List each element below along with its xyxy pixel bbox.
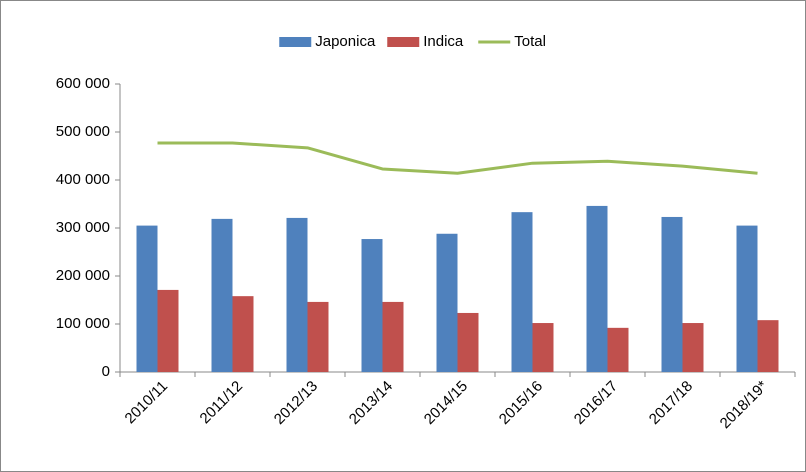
y-tick-label: 500 000 (56, 123, 110, 140)
y-tick-label: 0 (102, 363, 110, 380)
bar (757, 320, 779, 372)
bar (532, 323, 554, 372)
legend-swatch (279, 37, 312, 47)
legend: Japonica Indica Total (279, 33, 546, 50)
legend-swatch (387, 37, 420, 47)
legend-label: Japonica (315, 33, 376, 50)
bar (232, 296, 254, 372)
bar (382, 301, 404, 372)
legend-label: Total (514, 33, 546, 50)
y-tick-label: 100 000 (56, 315, 110, 332)
legend-label: Indica (423, 33, 464, 50)
bar (307, 301, 329, 372)
bar (286, 217, 308, 372)
bar (157, 289, 179, 372)
bar (607, 327, 629, 372)
bar (136, 225, 158, 372)
y-tick-label: 300 000 (56, 219, 110, 236)
line (157, 141, 758, 175)
bar (436, 233, 458, 372)
y-tick-label: 400 000 (56, 171, 110, 188)
bar (682, 323, 704, 372)
bar (211, 218, 233, 372)
bar (661, 216, 683, 372)
bar (736, 225, 758, 372)
bar (457, 312, 479, 372)
y-tick-label: 600 000 (56, 75, 110, 92)
bar (511, 212, 533, 372)
bar (361, 239, 383, 372)
bar (586, 205, 608, 372)
y-tick-label: 200 000 (56, 267, 110, 284)
